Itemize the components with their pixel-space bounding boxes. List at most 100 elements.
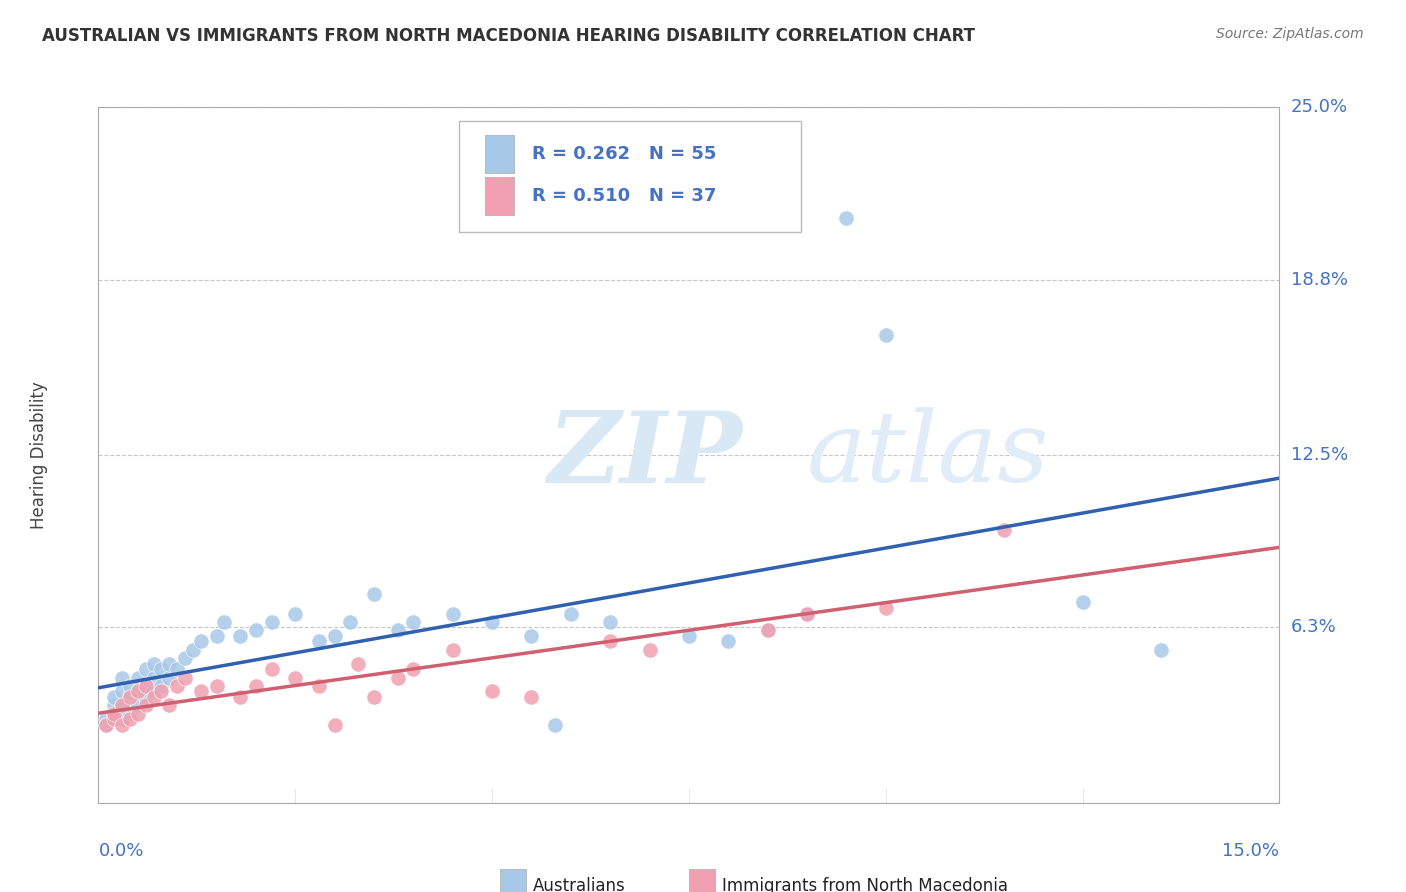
Point <box>363 690 385 704</box>
Point <box>166 679 188 693</box>
Point <box>717 634 740 648</box>
Text: 12.5%: 12.5% <box>1291 446 1348 464</box>
Point <box>260 662 283 676</box>
Point <box>150 662 173 676</box>
Text: 25.0%: 25.0% <box>1291 98 1348 116</box>
FancyBboxPatch shape <box>501 869 526 892</box>
Point <box>127 706 149 721</box>
Text: Immigrants from North Macedonia: Immigrants from North Macedonia <box>723 878 1008 892</box>
FancyBboxPatch shape <box>485 177 515 215</box>
Point <box>308 634 330 648</box>
Point <box>135 690 157 704</box>
Point <box>544 718 567 732</box>
Point <box>135 698 157 713</box>
Point <box>111 718 134 732</box>
Text: 6.3%: 6.3% <box>1291 618 1336 637</box>
Point <box>127 698 149 713</box>
Point <box>796 607 818 621</box>
Point <box>387 671 409 685</box>
Point <box>308 679 330 693</box>
Point <box>174 651 197 665</box>
FancyBboxPatch shape <box>485 136 515 173</box>
Point <box>284 607 307 621</box>
Point <box>135 679 157 693</box>
Point <box>1150 642 1173 657</box>
Point <box>111 698 134 713</box>
Point <box>245 679 267 693</box>
Point <box>402 615 425 629</box>
Point <box>127 684 149 698</box>
Point <box>347 657 370 671</box>
Point <box>142 657 165 671</box>
Point <box>560 607 582 621</box>
Text: R = 0.510   N = 37: R = 0.510 N = 37 <box>531 187 716 205</box>
Text: atlas: atlas <box>807 408 1050 502</box>
Point <box>1071 595 1094 609</box>
Point <box>103 690 125 704</box>
Point <box>111 698 134 713</box>
Point <box>103 712 125 726</box>
Point <box>118 690 141 704</box>
Point <box>323 718 346 732</box>
Point <box>402 662 425 676</box>
Point <box>796 607 818 621</box>
Point <box>135 662 157 676</box>
Point <box>441 607 464 621</box>
Point <box>150 679 173 693</box>
Point <box>520 629 543 643</box>
Point <box>127 671 149 685</box>
Point <box>678 629 700 643</box>
Point <box>111 684 134 698</box>
Point <box>229 629 252 643</box>
FancyBboxPatch shape <box>458 121 801 232</box>
Point <box>363 587 385 601</box>
Point <box>157 657 180 671</box>
Point <box>190 634 212 648</box>
Point <box>756 624 779 638</box>
Point <box>118 712 141 726</box>
Point <box>174 671 197 685</box>
Point <box>190 684 212 698</box>
Point <box>481 684 503 698</box>
Point <box>229 690 252 704</box>
Point <box>323 629 346 643</box>
Point <box>599 615 621 629</box>
Text: Australians: Australians <box>533 878 626 892</box>
Point <box>205 679 228 693</box>
Point <box>118 690 141 704</box>
Point <box>638 642 661 657</box>
Point <box>181 642 204 657</box>
Text: ZIP: ZIP <box>547 407 742 503</box>
Point <box>756 624 779 638</box>
Point <box>157 698 180 713</box>
Point <box>96 712 118 726</box>
Text: Hearing Disability: Hearing Disability <box>31 381 48 529</box>
Point <box>150 684 173 698</box>
Point <box>387 624 409 638</box>
Point <box>835 211 858 226</box>
Point <box>157 671 180 685</box>
Point <box>993 523 1015 537</box>
Point <box>135 679 157 693</box>
Point <box>127 684 149 698</box>
Text: 0.0%: 0.0% <box>98 842 143 860</box>
FancyBboxPatch shape <box>689 869 714 892</box>
Point <box>118 706 141 721</box>
Point <box>118 679 141 693</box>
Point <box>284 671 307 685</box>
Point <box>96 718 118 732</box>
Point <box>142 684 165 698</box>
Point <box>481 615 503 629</box>
Point <box>441 642 464 657</box>
Point <box>599 634 621 648</box>
Point <box>339 615 361 629</box>
Point <box>111 712 134 726</box>
Text: 18.8%: 18.8% <box>1291 270 1347 289</box>
Point <box>205 629 228 643</box>
Point <box>245 624 267 638</box>
Point <box>214 615 236 629</box>
Point <box>103 706 125 721</box>
Point <box>103 706 125 721</box>
Point <box>875 601 897 615</box>
Point <box>520 690 543 704</box>
